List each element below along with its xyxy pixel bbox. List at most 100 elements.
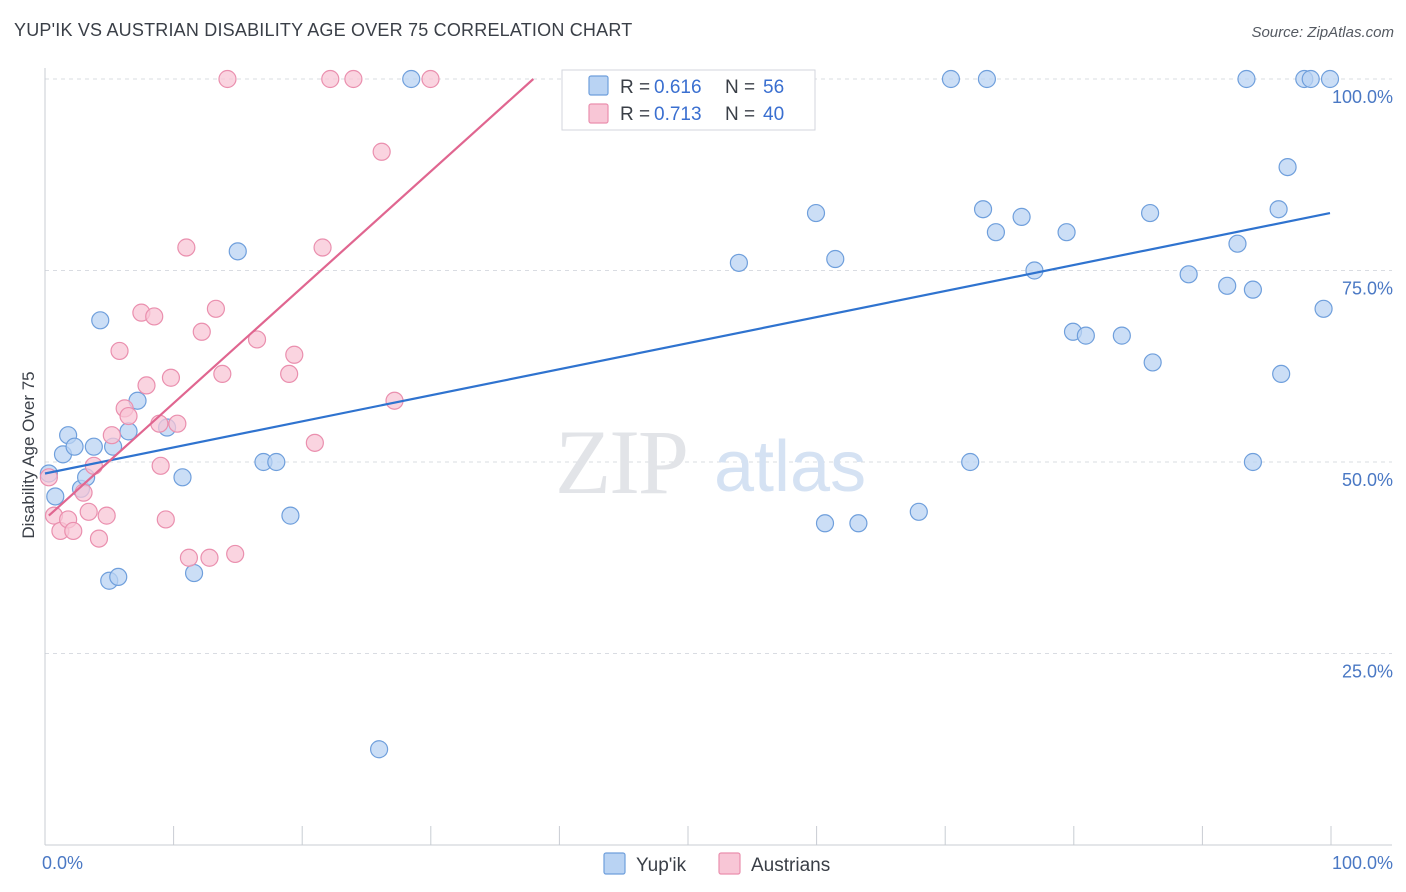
- data-point: [267, 452, 286, 472]
- watermark-atlas: atlas: [714, 427, 866, 507]
- data-point: [370, 740, 389, 759]
- data-point: [200, 548, 219, 567]
- y-tick-label: 50.0%: [1342, 470, 1393, 490]
- bottom-legend: Yup'ik Austrians: [603, 852, 830, 876]
- data-point: [161, 368, 181, 387]
- data-point: [46, 487, 65, 506]
- data-point: [110, 341, 129, 361]
- data-point: [1278, 157, 1297, 177]
- data-point: [1140, 203, 1160, 223]
- legend-r-label: R =: [620, 77, 650, 98]
- data-point: [228, 242, 247, 261]
- data-point: [102, 426, 121, 445]
- data-point: [119, 406, 138, 426]
- data-point: [218, 69, 237, 89]
- source-label: Source: ZipAtlas.com: [1251, 24, 1394, 41]
- watermark: ZIP atlas: [555, 411, 866, 513]
- data-point: [1012, 207, 1031, 226]
- legend: R = 0.616 N = 56 R = 0.713 N = 40: [561, 69, 816, 131]
- data-point: [372, 142, 391, 161]
- legend-r-label: R =: [620, 104, 650, 125]
- data-point: [977, 69, 997, 89]
- data-point: [313, 238, 332, 257]
- data-point: [909, 502, 928, 521]
- data-point: [1243, 452, 1263, 472]
- data-point: [89, 529, 109, 548]
- x-tick-label: 100.0%: [1332, 853, 1393, 873]
- data-point: [1076, 326, 1095, 345]
- legend-n-value-yupik: 56: [763, 77, 784, 98]
- data-point: [179, 548, 199, 567]
- watermark-zip: ZIP: [555, 411, 687, 513]
- data-point: [321, 69, 340, 89]
- gridlines: [45, 78, 1392, 654]
- data-point: [168, 414, 187, 433]
- x-tick-label: 0.0%: [42, 853, 83, 873]
- data-point: [305, 433, 324, 452]
- data-point: [109, 567, 128, 587]
- data-point: [213, 364, 232, 384]
- data-point: [1025, 261, 1044, 280]
- data-point: [145, 307, 164, 326]
- series-yupik-points: [39, 69, 1340, 759]
- data-point: [226, 544, 245, 564]
- trend-lines: [44, 78, 1331, 517]
- data-point: [184, 563, 204, 583]
- data-point: [986, 223, 1006, 242]
- data-point: [91, 311, 110, 330]
- data-point: [402, 69, 421, 89]
- x-tick-labels: 0.0% 100.0%: [42, 853, 1393, 873]
- trend-line: [48, 78, 535, 517]
- data-point: [137, 376, 156, 395]
- data-point: [973, 200, 993, 219]
- data-point: [192, 322, 211, 341]
- data-point: [65, 437, 84, 456]
- legend-swatch-yupik: [588, 75, 609, 96]
- data-point: [1143, 353, 1162, 372]
- data-point: [961, 452, 980, 472]
- data-point: [1112, 326, 1131, 345]
- data-point: [74, 483, 93, 502]
- data-point: [97, 506, 116, 525]
- data-point: [1057, 223, 1076, 242]
- y-tick-label: 100.0%: [1332, 87, 1393, 107]
- data-point: [849, 514, 868, 533]
- data-point: [1179, 265, 1198, 284]
- y-tick-label: 25.0%: [1342, 662, 1393, 682]
- data-point: [173, 468, 192, 487]
- data-point: [815, 514, 835, 533]
- data-point: [206, 299, 226, 318]
- data-point: [177, 238, 196, 257]
- y-tick-labels: 25.0% 50.0% 75.0% 100.0%: [1332, 87, 1393, 682]
- data-point: [64, 521, 83, 541]
- data-point: [1237, 69, 1256, 89]
- legend-n-value-austrians: 40: [763, 104, 784, 125]
- data-point: [151, 456, 170, 475]
- data-point: [421, 69, 440, 89]
- data-point: [150, 414, 169, 433]
- data-point: [806, 203, 826, 223]
- data-point: [1320, 69, 1340, 89]
- chart-title: YUP'IK VS AUSTRIAN DISABILITY AGE OVER 7…: [14, 20, 633, 40]
- data-point: [1218, 276, 1237, 295]
- y-tick-label: 75.0%: [1342, 279, 1393, 299]
- legend-r-value-austrians: 0.713: [654, 104, 702, 125]
- bottom-legend-swatch-yupik: [603, 852, 626, 875]
- legend-n-label: N =: [725, 77, 755, 98]
- data-point: [1314, 299, 1333, 318]
- bottom-legend-yupik: Yup'ik: [636, 855, 687, 876]
- data-point: [1301, 69, 1320, 89]
- data-point: [79, 502, 98, 521]
- axes: [44, 68, 1392, 846]
- data-point: [826, 249, 845, 269]
- data-point: [39, 468, 58, 487]
- data-point: [247, 330, 267, 349]
- y-axis-label: Disability Age Over 75: [19, 371, 38, 538]
- series-austrians-points: [39, 69, 440, 567]
- legend-n-label: N =: [725, 104, 755, 125]
- data-point: [156, 510, 175, 529]
- data-point: [1272, 364, 1291, 384]
- legend-swatch-austrians: [588, 103, 609, 124]
- data-point: [1243, 280, 1263, 299]
- bottom-legend-swatch-austrians: [718, 852, 741, 875]
